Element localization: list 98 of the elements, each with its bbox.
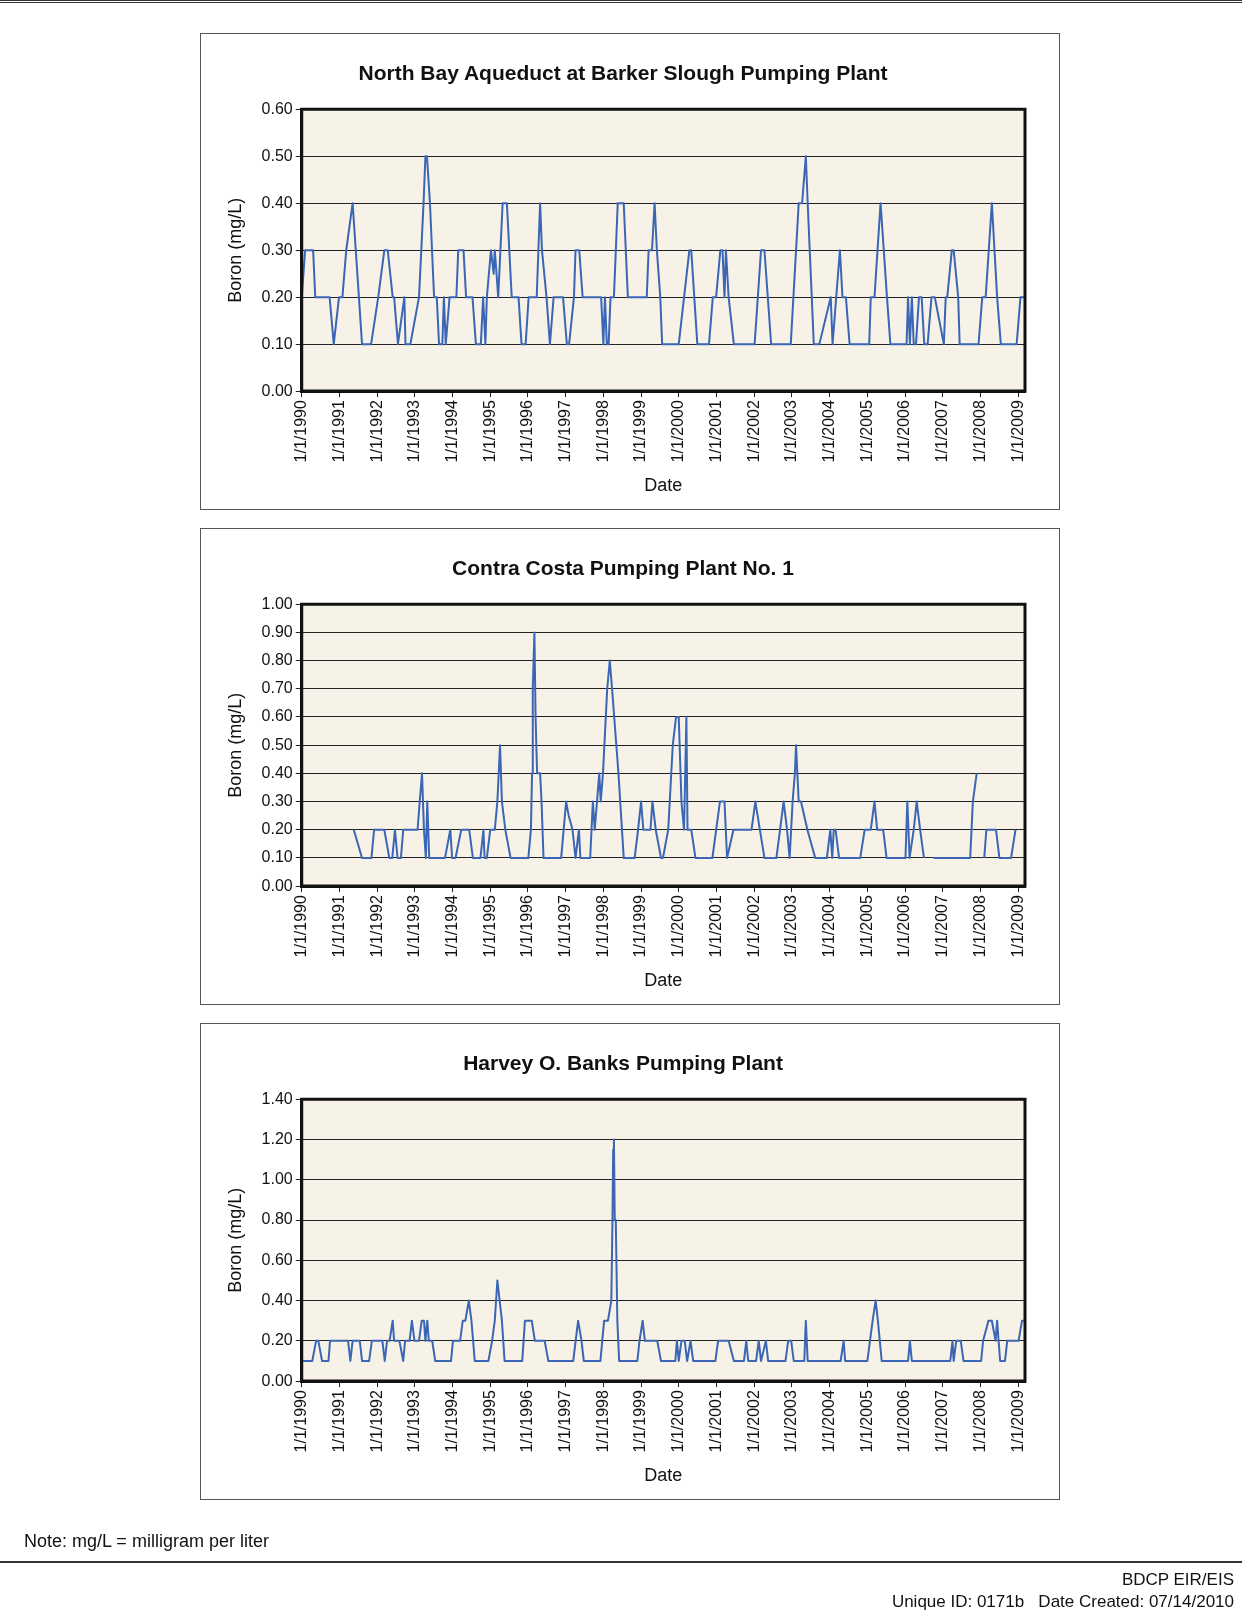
x-tick-label: 1/1/2006 xyxy=(895,895,913,958)
x-tick-label: 1/1/1993 xyxy=(405,1390,423,1453)
y-tick-label: 0.30 xyxy=(261,791,293,809)
x-tick-label: 1/1/2009 xyxy=(1008,895,1026,958)
y-tick-label: 0.20 xyxy=(261,287,293,305)
y-tick-label: 0.40 xyxy=(261,763,293,781)
x-tick-label: 1/1/2002 xyxy=(744,1390,762,1453)
x-tick-label: 1/1/1990 xyxy=(292,1390,310,1453)
y-tick-label: 0.10 xyxy=(261,848,293,866)
y-tick-label: 0.80 xyxy=(261,1210,293,1228)
x-tick-label: 1/1/2003 xyxy=(782,895,800,958)
y-tick-label: 0.70 xyxy=(261,679,293,697)
y-tick-label: 0.60 xyxy=(261,707,293,725)
x-tick-label: 1/1/1997 xyxy=(556,400,574,463)
x-tick-label: 1/1/1994 xyxy=(442,895,460,958)
x-tick-label: 1/1/1999 xyxy=(631,895,649,958)
y-tick-label: 0.60 xyxy=(261,99,293,117)
x-tick-label: 1/1/1992 xyxy=(367,400,385,463)
x-tick-label: 1/1/2009 xyxy=(1008,1390,1026,1453)
x-tick-label: 1/1/2000 xyxy=(669,1390,687,1453)
x-tick-label: 1/1/2001 xyxy=(706,895,724,958)
y-tick-label: 0.40 xyxy=(261,193,293,211)
x-tick-label: 1/1/2007 xyxy=(933,1390,951,1453)
x-tick-label: 1/1/1990 xyxy=(292,895,310,958)
x-tick-label: 1/1/2005 xyxy=(857,1390,875,1453)
x-tick-label: 1/1/1991 xyxy=(329,895,347,958)
y-tick-label: 0.80 xyxy=(261,650,293,668)
x-tick-label: 1/1/2000 xyxy=(669,400,687,463)
y-tick-label: 0.60 xyxy=(261,1250,293,1268)
y-axis-title: Boron (mg/L) xyxy=(224,197,245,303)
x-tick-label: 1/1/2006 xyxy=(895,400,913,463)
chart-title: Harvey O. Banks Pumping Plant xyxy=(463,1051,783,1075)
x-tick-label: 1/1/1996 xyxy=(518,1390,536,1453)
y-tick-label: 0.90 xyxy=(261,622,293,640)
x-tick-label: 1/1/2008 xyxy=(970,400,988,463)
x-tick-label: 1/1/2009 xyxy=(1008,400,1026,463)
x-tick-label: 1/1/1991 xyxy=(329,400,347,463)
y-tick-label: 0.50 xyxy=(261,735,293,753)
x-tick-label: 1/1/1998 xyxy=(593,895,611,958)
y-tick-label: 0.20 xyxy=(261,820,293,838)
y-tick-label: 0.00 xyxy=(261,1371,293,1389)
x-tick-label: 1/1/1997 xyxy=(556,1390,574,1453)
y-tick-label: 1.00 xyxy=(261,594,293,612)
x-tick-label: 1/1/1995 xyxy=(480,400,498,463)
x-tick-label: 1/1/1994 xyxy=(442,400,460,463)
x-tick-label: 1/1/1998 xyxy=(593,400,611,463)
x-tick-label: 1/1/1997 xyxy=(556,895,574,958)
y-tick-label: 1.20 xyxy=(261,1129,293,1147)
y-tick-label: 0.50 xyxy=(261,146,293,164)
x-tick-label: 1/1/2004 xyxy=(819,1390,837,1453)
x-tick-label: 1/1/1999 xyxy=(631,1390,649,1453)
y-tick-label: 0.10 xyxy=(261,334,293,352)
x-tick-label: 1/1/2008 xyxy=(970,895,988,958)
text: Unique ID: 0171b Date Created: 07/14/2010 xyxy=(891,1591,1234,1613)
x-tick-label: 1/1/2008 xyxy=(970,1390,988,1453)
x-tick-label: 1/1/1992 xyxy=(367,895,385,958)
text: Note: mg/L = milligram per liter xyxy=(24,1531,269,1552)
chart-title: Contra Costa Pumping Plant No. 1 xyxy=(452,556,795,580)
chart-title: North Bay Aqueduct at Barker Slough Pumping Plant xyxy=(358,61,888,85)
x-tick-label: 1/1/2001 xyxy=(706,1390,724,1453)
x-tick-label: 1/1/2001 xyxy=(706,400,724,463)
y-tick-label: 0.00 xyxy=(261,381,293,399)
x-tick-label: 1/1/1994 xyxy=(442,1390,460,1453)
x-tick-label: 1/1/2000 xyxy=(669,895,687,958)
x-axis-title: Date xyxy=(644,1465,683,1486)
y-axis-title: Boron (mg/L) xyxy=(224,692,245,798)
x-tick-label: 1/1/1995 xyxy=(480,895,498,958)
x-tick-label: 1/1/2007 xyxy=(933,895,951,958)
x-tick-label: 1/1/2007 xyxy=(933,400,951,463)
y-tick-label: 0.30 xyxy=(261,240,293,258)
x-axis-title: Date xyxy=(644,970,683,991)
x-tick-label: 1/1/1992 xyxy=(367,1390,385,1453)
y-tick-label: 1.40 xyxy=(261,1089,293,1107)
x-tick-label: 1/1/1990 xyxy=(292,400,310,463)
x-tick-label: 1/1/1998 xyxy=(593,1390,611,1453)
y-tick-label: 0.40 xyxy=(261,1290,293,1308)
x-tick-label: 1/1/1993 xyxy=(405,895,423,958)
y-tick-label: 0.00 xyxy=(261,876,293,894)
text: BDCP EIR/EIS xyxy=(1120,1569,1234,1591)
x-tick-label: 1/1/1999 xyxy=(631,400,649,463)
x-tick-label: 1/1/2006 xyxy=(895,1390,913,1453)
x-tick-label: 1/1/2002 xyxy=(744,895,762,958)
y-tick-label: 1.00 xyxy=(261,1170,293,1188)
x-tick-label: 1/1/2003 xyxy=(782,400,800,463)
x-tick-label: 1/1/2004 xyxy=(819,400,837,463)
x-tick-label: 1/1/1996 xyxy=(518,400,536,463)
x-tick-label: 1/1/2003 xyxy=(782,1390,800,1453)
y-axis-title: Boron (mg/L) xyxy=(224,1187,245,1293)
x-tick-label: 1/1/1995 xyxy=(480,1390,498,1453)
x-tick-label: 1/1/2005 xyxy=(857,895,875,958)
x-tick-label: 1/1/1991 xyxy=(329,1390,347,1453)
x-axis-title: Date xyxy=(644,475,683,496)
x-tick-label: 1/1/2004 xyxy=(819,895,837,958)
y-tick-label: 0.20 xyxy=(261,1331,293,1349)
x-tick-label: 1/1/2005 xyxy=(857,400,875,463)
x-tick-label: 1/1/2002 xyxy=(744,400,762,463)
x-tick-label: 1/1/1996 xyxy=(518,895,536,958)
x-tick-label: 1/1/1993 xyxy=(405,400,423,463)
